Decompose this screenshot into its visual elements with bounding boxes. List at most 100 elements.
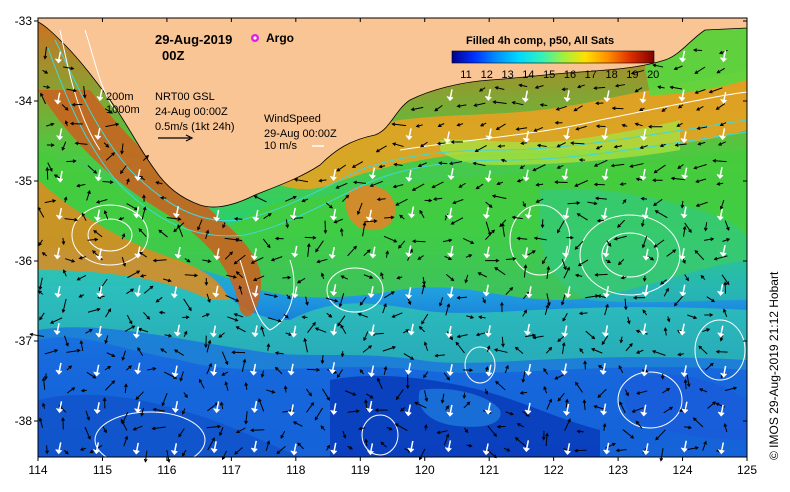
colorbar-tick-label: 18 xyxy=(605,69,617,81)
wind-barb-head xyxy=(717,332,725,338)
current-arrow xyxy=(585,295,599,299)
current-arrow-head xyxy=(633,295,637,300)
current-arrow-head xyxy=(693,315,698,320)
current-arrow-head xyxy=(475,332,480,337)
current-arrow xyxy=(671,177,686,181)
current-arrow xyxy=(197,219,203,230)
current-arrow xyxy=(574,105,583,112)
current-arrow-head xyxy=(358,426,363,431)
wind-barb-head xyxy=(641,291,649,297)
current-arrow-head xyxy=(595,124,600,129)
current-arrow-head xyxy=(478,88,483,92)
wind-barb-head xyxy=(716,215,724,221)
current-arrow-head xyxy=(669,406,674,411)
current-arrow-head xyxy=(94,237,99,242)
wind-barb-head xyxy=(600,410,607,416)
current-arrow-head xyxy=(470,315,475,319)
current-arrow xyxy=(419,448,426,460)
current-arrow xyxy=(206,363,212,375)
current-arrow-head xyxy=(613,236,618,241)
current-arrow-head xyxy=(640,196,645,201)
current-arrow-head xyxy=(88,329,93,333)
current-arrow-head xyxy=(86,416,90,421)
wind-barb-head xyxy=(369,174,376,180)
current-arrow xyxy=(43,378,46,390)
current-arrow xyxy=(594,405,604,410)
current-arrow-head xyxy=(74,141,79,146)
current-arrow xyxy=(253,275,265,281)
current-arrow-head xyxy=(715,106,720,110)
current-arrow-head xyxy=(436,430,441,435)
current-arrow-head xyxy=(62,269,67,274)
current-arrow xyxy=(236,271,244,279)
current-arrow xyxy=(624,389,629,396)
current-arrow xyxy=(492,195,507,199)
current-arrow-head xyxy=(76,348,81,353)
current-arrow xyxy=(46,123,54,127)
current-arrow xyxy=(606,240,612,247)
current-arrow xyxy=(694,66,706,74)
current-arrow-head xyxy=(670,176,675,181)
current-arrow xyxy=(526,250,536,257)
current-arrow xyxy=(184,274,198,277)
current-arrow xyxy=(720,199,725,210)
current-arrow-head xyxy=(546,265,551,270)
current-arrow xyxy=(475,144,487,152)
current-arrow xyxy=(206,425,221,429)
current-arrow xyxy=(516,127,528,130)
current-arrow xyxy=(654,239,665,248)
current-arrow-head xyxy=(445,405,450,410)
wind-barb-head xyxy=(524,409,532,415)
current-arrow xyxy=(153,259,167,262)
current-arrow-head xyxy=(355,409,360,414)
current-arrow-head xyxy=(205,229,210,234)
current-arrow-head xyxy=(468,254,473,258)
current-arrow-head xyxy=(593,182,598,187)
current-arrow-head xyxy=(323,230,328,234)
current-arrow xyxy=(87,238,98,241)
current-arrow-head xyxy=(501,222,505,227)
current-arrow xyxy=(261,370,264,377)
current-arrow-head xyxy=(491,194,496,199)
current-arrow-head xyxy=(615,448,620,453)
current-arrow xyxy=(133,425,143,431)
wind-barb-head xyxy=(720,372,727,378)
current-arrow-head xyxy=(686,383,691,388)
wind-barb-head xyxy=(522,447,530,453)
current-arrow xyxy=(124,384,127,393)
current-arrow-head xyxy=(688,425,693,430)
current-arrow-head xyxy=(64,450,69,455)
current-arrow-head xyxy=(423,374,427,379)
wind-barb-head xyxy=(134,292,142,298)
current-arrow-head xyxy=(95,199,101,204)
current-arrow xyxy=(664,328,667,336)
current-arrow-head xyxy=(696,126,701,131)
current-arrow-head xyxy=(49,167,53,172)
current-arrow-head xyxy=(250,260,255,264)
current-arrow xyxy=(314,407,323,421)
current-arrow xyxy=(417,255,424,260)
current-arrow xyxy=(39,418,44,428)
current-arrow-head xyxy=(659,143,664,148)
current-arrow-head xyxy=(450,277,455,282)
current-arrow xyxy=(180,371,184,381)
current-arrow xyxy=(696,105,704,111)
current-arrow-head xyxy=(308,392,313,397)
current-arrow xyxy=(219,427,224,436)
current-arrow-head xyxy=(93,170,98,174)
current-arrow-head xyxy=(138,228,143,233)
current-arrow xyxy=(156,181,163,185)
current-arrow-head xyxy=(703,440,707,445)
current-arrow xyxy=(61,104,69,111)
wind-barb-head xyxy=(717,411,725,417)
depth-200-label: 200m xyxy=(106,91,134,103)
x-axis: 114 115 116 117 118 119 120 121 122 123 124 125 xyxy=(28,18,757,477)
current-arrow-head xyxy=(697,141,702,146)
current-arrow xyxy=(305,296,308,305)
wind-barb-head xyxy=(210,448,218,454)
current-arrow xyxy=(105,123,119,128)
wind-barb-head xyxy=(563,410,570,416)
current-arrow-head xyxy=(102,397,107,402)
current-arrow xyxy=(432,181,444,188)
current-arrow-head xyxy=(128,320,133,325)
